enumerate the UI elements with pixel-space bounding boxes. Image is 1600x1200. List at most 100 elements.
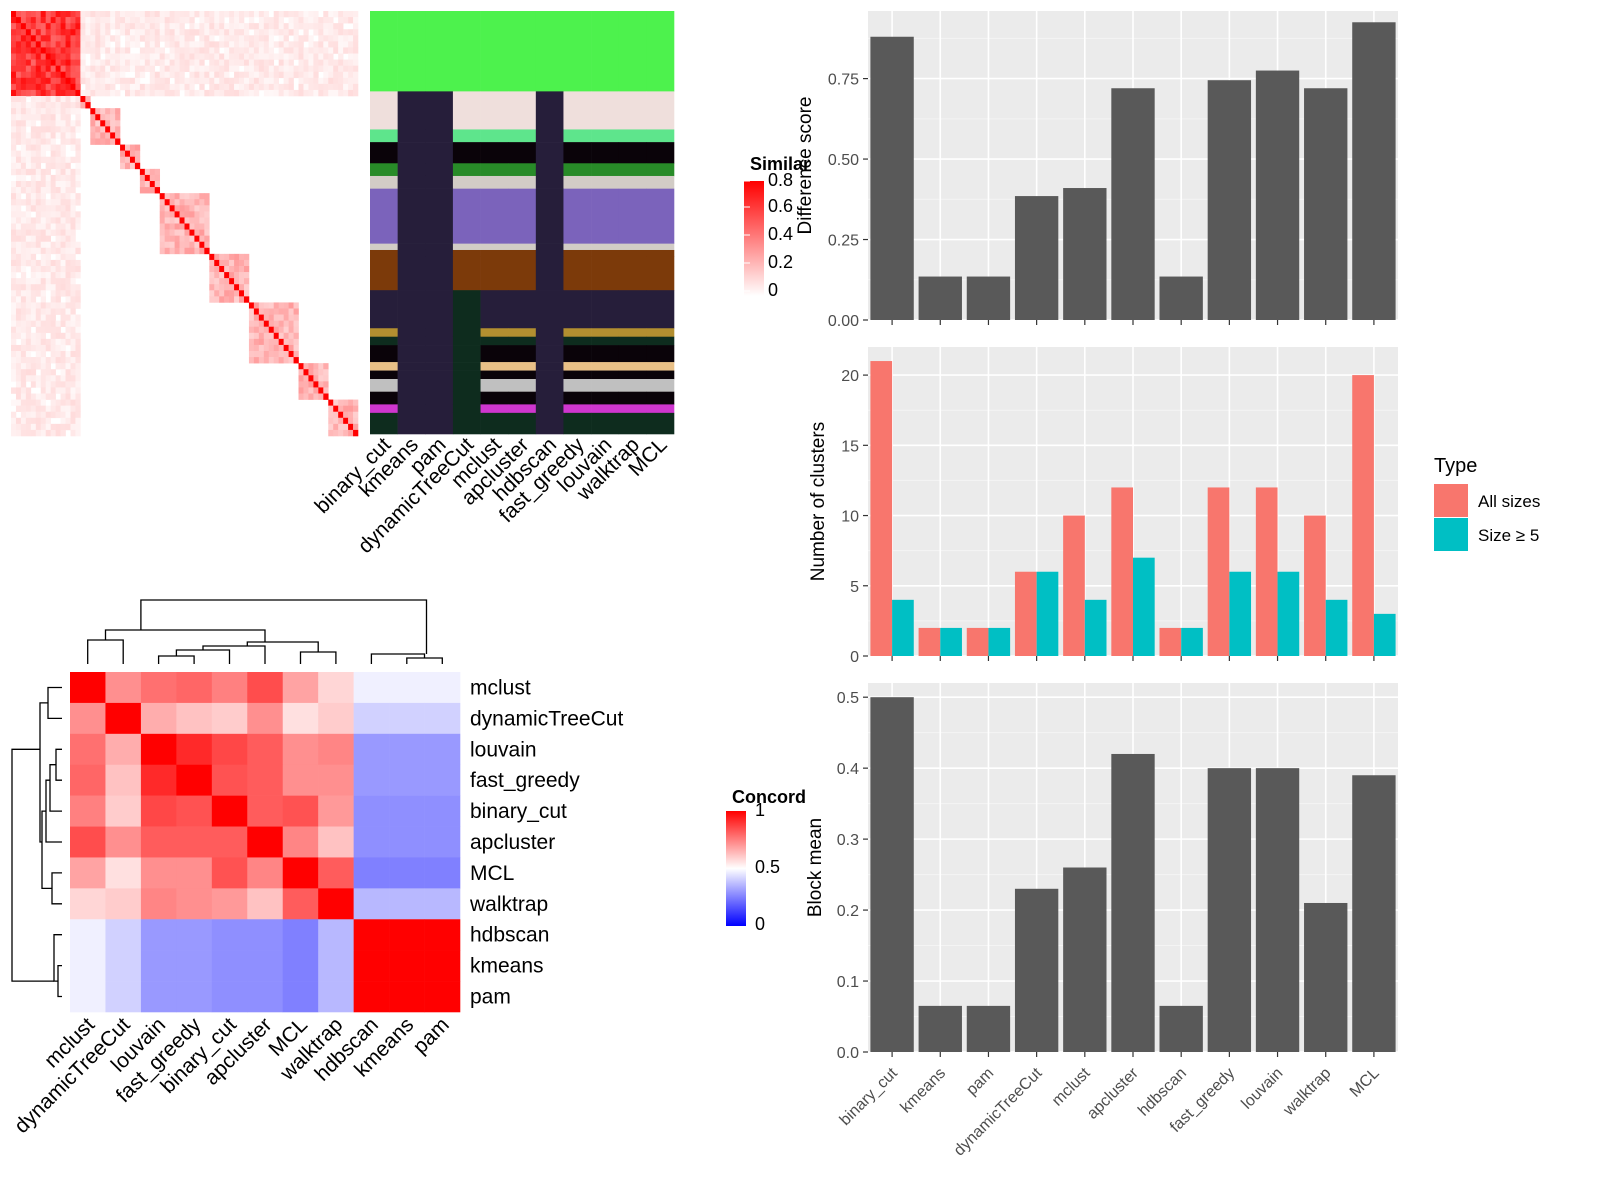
similarity-cell xyxy=(125,83,131,91)
similarity-cell xyxy=(75,259,81,267)
similarity-cell xyxy=(35,284,42,291)
similarity-cell xyxy=(35,83,42,91)
similarity-cell xyxy=(15,29,22,36)
similarity-cell xyxy=(174,23,180,30)
similarity-cell xyxy=(90,11,96,18)
similarity-cell xyxy=(80,102,86,109)
similarity-cell xyxy=(100,47,106,54)
similarity-cell xyxy=(125,65,131,73)
similarity-cell xyxy=(35,102,42,109)
similarity-cell xyxy=(35,71,42,79)
similarity-cell xyxy=(90,53,96,60)
similarity-cell xyxy=(25,290,32,297)
similarity-cell xyxy=(55,223,61,230)
similarity-cell xyxy=(234,35,240,42)
similarity-cell xyxy=(313,71,319,79)
similarity-cell xyxy=(174,83,180,91)
similarity-cell xyxy=(149,23,156,30)
similarity-cell xyxy=(184,77,190,85)
similarity-cell xyxy=(80,47,86,54)
similarity-cell xyxy=(65,241,71,249)
similarity-cell xyxy=(224,65,230,73)
similarity-cell xyxy=(328,411,334,419)
bar-all-sizes xyxy=(1255,487,1278,656)
similarity-cell xyxy=(20,344,27,352)
similarity-cell xyxy=(268,332,275,340)
assignment-cell xyxy=(618,362,647,371)
similarity-cell xyxy=(154,77,161,85)
similarity-cell xyxy=(298,53,304,60)
similarity-cell xyxy=(15,77,22,85)
similarity-cell xyxy=(234,11,240,18)
assignment-cell xyxy=(452,243,481,251)
similarity-cell xyxy=(189,17,195,24)
assignment-cell xyxy=(535,345,564,363)
concordance-cell xyxy=(140,826,177,858)
similarity-cell xyxy=(144,168,151,176)
similarity-cell xyxy=(30,369,37,376)
similarity-cell xyxy=(65,296,71,303)
similarity-cell xyxy=(11,351,17,358)
similarity-cell xyxy=(105,114,111,121)
similarity-cell xyxy=(50,138,56,145)
assignment-cell xyxy=(480,175,509,189)
concordance-cell xyxy=(389,857,425,889)
similarity-cell xyxy=(65,114,71,121)
similarity-cell xyxy=(338,411,344,419)
similarity-cell xyxy=(55,387,61,394)
similarity-cell xyxy=(353,59,359,66)
similarity-cell xyxy=(40,174,46,182)
similarity-cell xyxy=(125,23,131,30)
similarity-cell xyxy=(149,11,156,18)
concordance-cell xyxy=(105,702,142,735)
assignment-cell xyxy=(480,129,509,143)
assignment-cell xyxy=(563,256,592,291)
similarity-cell xyxy=(283,47,289,54)
similarity-cell xyxy=(55,11,61,18)
concordance-cell xyxy=(389,919,425,951)
similarity-cell xyxy=(65,357,71,364)
similarity-cell xyxy=(20,108,27,115)
similarity-cell xyxy=(30,405,37,413)
similarity-cell xyxy=(35,223,42,230)
similarity-cell xyxy=(263,77,270,85)
concordance-cell xyxy=(211,857,248,889)
similarity-cell xyxy=(154,168,161,176)
similarity-cell xyxy=(278,47,284,54)
assignment-cell xyxy=(397,345,426,363)
similarity-cell xyxy=(189,83,195,91)
similarity-cell xyxy=(224,296,230,303)
similarity-cell xyxy=(283,23,289,30)
similarity-cell xyxy=(263,83,270,91)
concordance-cell xyxy=(176,672,213,704)
assignment-cell xyxy=(425,188,454,244)
similarity-cell xyxy=(120,77,126,85)
similarity-cell xyxy=(214,53,220,60)
similarity-cell xyxy=(15,369,22,376)
similarity-cell xyxy=(313,29,319,36)
bar-all-sizes xyxy=(1304,515,1326,656)
similarity-cell xyxy=(25,29,32,36)
similarity-cell xyxy=(115,126,121,133)
assignment-cell xyxy=(370,290,398,329)
assignment-cell xyxy=(535,11,564,92)
similarity-cell xyxy=(55,217,61,224)
similarity-cell xyxy=(263,320,270,328)
similarity-cell xyxy=(65,369,71,376)
similarity-cell xyxy=(263,71,270,79)
bar xyxy=(1304,902,1348,1052)
similarity-cell xyxy=(11,272,17,279)
assignment-cell xyxy=(563,290,592,329)
assignment-cell xyxy=(618,290,647,329)
similarity-cell xyxy=(15,405,22,413)
similarity-cell xyxy=(154,174,161,182)
assignment-cell xyxy=(618,370,647,380)
similarity-cell xyxy=(308,381,314,388)
similarity-cell xyxy=(65,217,71,224)
similarity-cell xyxy=(75,387,81,394)
assignment-cell xyxy=(563,249,592,257)
concordance-row-label: pam xyxy=(470,986,511,1009)
similarity-cell xyxy=(323,11,329,18)
similarity-cell xyxy=(293,89,299,97)
similarity-cell xyxy=(15,259,22,267)
